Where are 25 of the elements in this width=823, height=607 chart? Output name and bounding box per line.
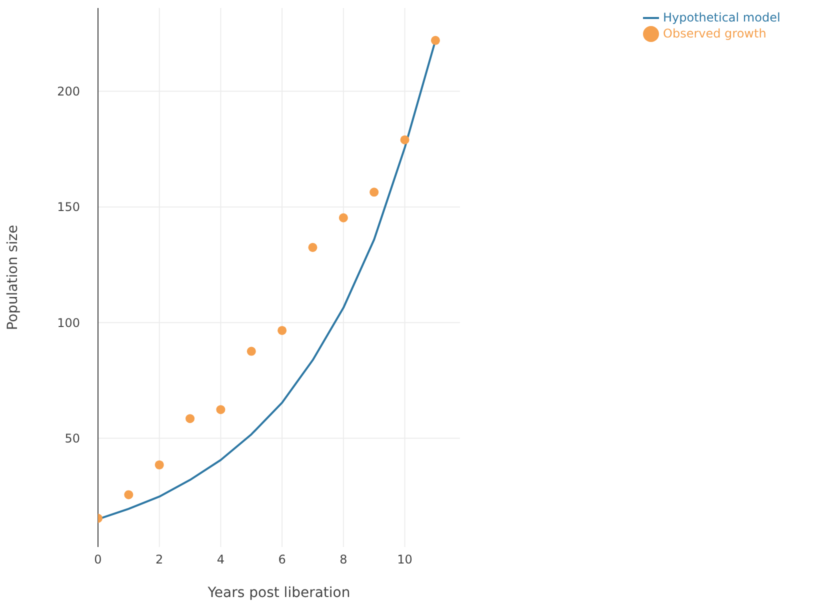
x-tick-label: 10 [397, 552, 412, 567]
x-tick-label: 6 [278, 552, 286, 567]
point [124, 490, 134, 500]
point [430, 36, 440, 45]
point [308, 242, 318, 252]
point [216, 405, 226, 414]
point [400, 135, 410, 144]
point [278, 326, 287, 335]
legend-label: Observed growth [663, 26, 766, 40]
x-tick-label: 4 [216, 552, 225, 567]
point [338, 213, 348, 222]
y-tick-label: 100 [57, 316, 80, 330]
x-tick-label: 8 [340, 552, 348, 567]
point [154, 460, 164, 470]
point [370, 188, 379, 197]
legend-label: Hypothetical model [663, 10, 780, 24]
x-tick-label: 0 [94, 552, 102, 567]
y-tick-label: 150 [57, 200, 80, 214]
x-axis-title: Years post liberation [206, 585, 350, 601]
point [186, 414, 195, 424]
point [246, 346, 256, 356]
y-axis-title: Population size [4, 224, 21, 330]
y-tick-label: 200 [57, 84, 80, 99]
x-tick-label: 2 [156, 552, 164, 567]
y-tick-label: 50 [64, 432, 80, 446]
